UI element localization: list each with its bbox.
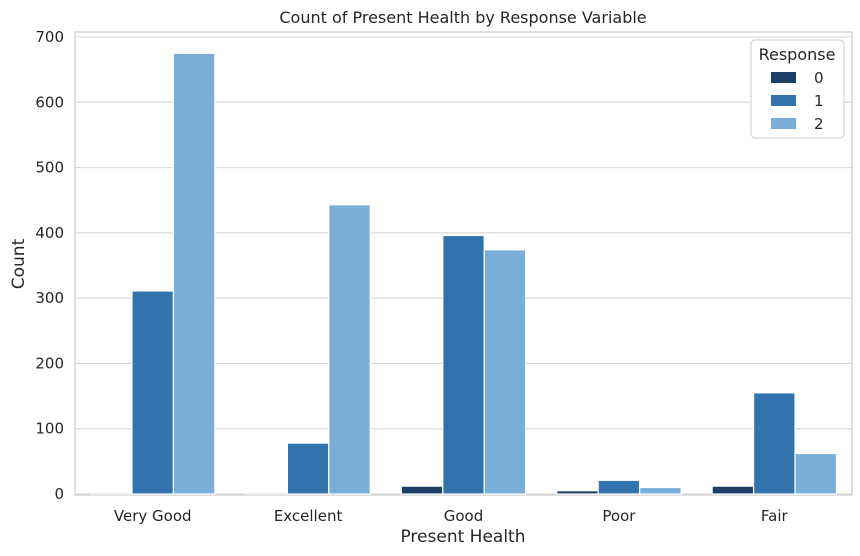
legend-swatch <box>771 72 796 83</box>
x-axis-label: Present Health <box>400 527 525 547</box>
bar-fair-response-2 <box>794 452 838 495</box>
bar-very-good-response-2 <box>172 52 216 495</box>
x-tick-label: Fair <box>761 507 789 525</box>
bar-excellent-response-0 <box>245 492 288 495</box>
bar-good-response-1 <box>442 234 485 495</box>
legend-title: Response <box>759 45 836 64</box>
legend-box <box>750 39 845 139</box>
bar-excellent-response-1 <box>286 442 330 495</box>
legend-label: 1 <box>814 92 824 110</box>
y-tick-label: 700 <box>35 28 64 46</box>
y-tick-label: 100 <box>35 420 64 438</box>
y-tick-label: 300 <box>35 289 64 307</box>
x-tick-label: Excellent <box>274 507 343 525</box>
y-tick-label: 600 <box>35 93 64 111</box>
legend-label: 2 <box>814 115 824 133</box>
bar-very-good-response-0 <box>89 492 133 495</box>
x-tick-label: Very Good <box>114 507 192 525</box>
bar-fair-response-0 <box>711 485 755 495</box>
y-tick-label: 200 <box>35 354 64 372</box>
x-tick-labels: Very Good Excellent Good Poor Fair <box>114 507 789 525</box>
legend-label: 0 <box>814 69 824 87</box>
legend-swatch <box>771 118 796 129</box>
chart-title: Count of Present Health by Response Vari… <box>279 8 646 27</box>
bar-good-response-0 <box>400 485 444 495</box>
bar-poor-response-0 <box>556 490 599 495</box>
bar-fair-response-1 <box>752 392 796 495</box>
bar-very-good-response-1 <box>131 290 175 495</box>
legend: Response 0 1 2 <box>750 39 845 139</box>
bar-excellent-response-2 <box>328 204 371 495</box>
y-tick-label: 0 <box>54 485 64 503</box>
y-tick-label: 500 <box>35 159 64 177</box>
x-tick-label: Poor <box>602 507 636 525</box>
x-tick-label: Good <box>444 507 484 525</box>
bars <box>89 52 838 495</box>
legend-items: 0 1 2 <box>771 69 824 133</box>
bar-poor-response-1 <box>597 479 641 495</box>
bar-good-response-2 <box>483 249 527 495</box>
legend-swatch <box>771 95 796 106</box>
bar-poor-response-2 <box>639 486 682 495</box>
y-tick-labels: 0 100 200 300 400 500 600 700 <box>35 28 64 503</box>
y-axis-label: Count <box>9 238 29 289</box>
y-tick-label: 400 <box>35 224 64 242</box>
